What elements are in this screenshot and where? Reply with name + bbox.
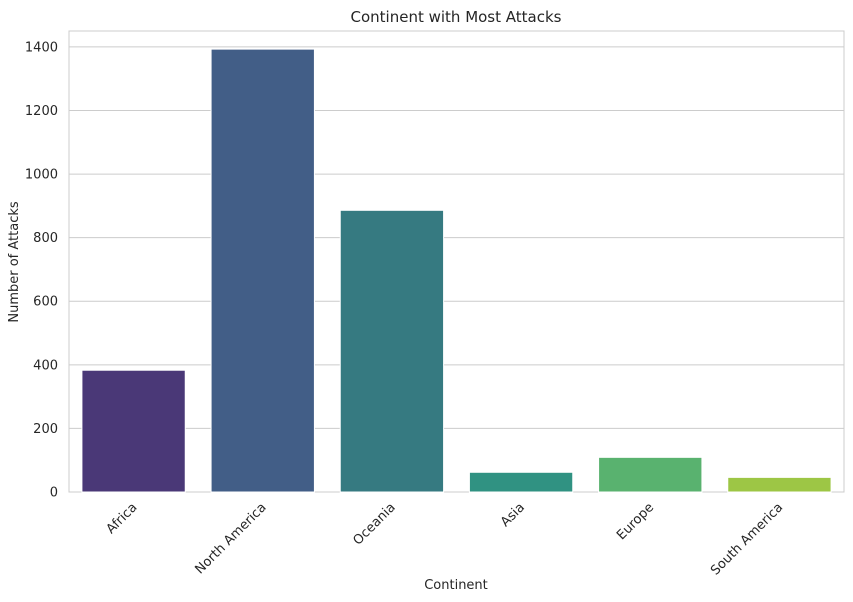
x-tick-label: North America [192, 500, 269, 577]
chart-title: Continent with Most Attacks [351, 8, 562, 26]
x-tick-labels: Africa North America Oceania Asia Europe Sout… [104, 500, 787, 578]
x-tick-label: Europe [614, 500, 657, 543]
bars [81, 48, 832, 493]
grid-lines [69, 46, 844, 493]
y-tick-label: 400 [33, 358, 58, 373]
x-axis-title: Continent [424, 578, 488, 593]
bar-south-america [727, 476, 832, 493]
x-tick-label: Oceania [351, 500, 399, 548]
y-tick-label: 0 [50, 486, 58, 501]
y-tick-label: 200 [33, 422, 58, 437]
y-axis-title: Number of Attacks [7, 201, 22, 323]
y-tick-labels: 0 200 400 600 800 1000 1200 1400 [25, 40, 58, 500]
y-tick-label: 1200 [25, 104, 58, 119]
x-tick-label: South America [708, 500, 786, 578]
y-tick-label: 600 [33, 295, 58, 310]
y-tick-label: 800 [33, 231, 58, 246]
bar-africa [81, 369, 186, 493]
bar-asia [468, 471, 574, 493]
bar-europe [598, 456, 703, 493]
bar-north-america [210, 48, 315, 493]
y-tick-label: 1400 [25, 40, 58, 55]
x-tick-label: Asia [498, 500, 528, 530]
bar-oceania [339, 209, 445, 493]
x-tick-label: Africa [104, 500, 141, 537]
plot-area [68, 30, 845, 493]
y-tick-label: 1000 [25, 168, 58, 183]
